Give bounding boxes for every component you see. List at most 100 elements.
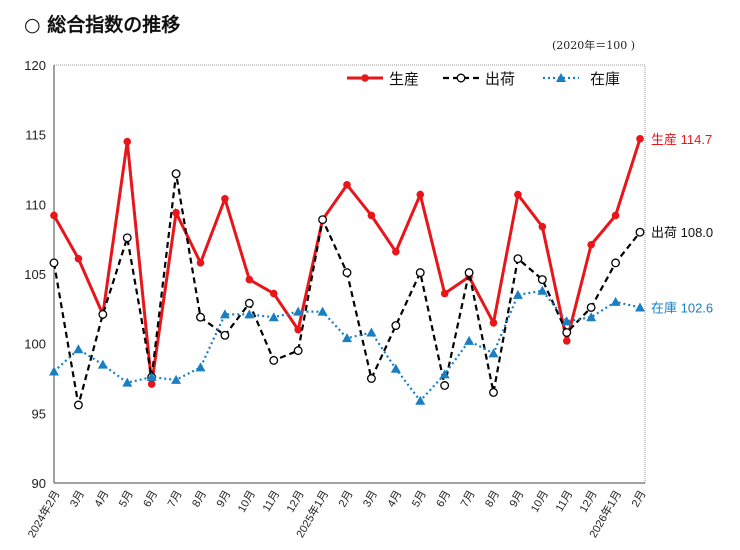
data-point — [122, 233, 132, 243]
data-point — [635, 302, 645, 312]
data-point — [123, 137, 132, 146]
legend-label: 在庫 — [590, 71, 620, 88]
data-point — [587, 240, 595, 249]
data-point — [293, 306, 304, 316]
data-point — [391, 321, 401, 331]
data-point — [439, 369, 450, 379]
data-point — [367, 211, 376, 220]
x-tick-label: 2024年2月 — [24, 488, 62, 541]
x-tick-label: 5月 — [410, 489, 429, 510]
x-tick-label: 2月 — [337, 489, 356, 510]
data-point — [318, 215, 328, 225]
legend-label: 出荷 — [485, 71, 515, 88]
data-point — [244, 309, 255, 319]
data-point — [464, 268, 474, 278]
data-point — [635, 227, 645, 237]
y-tick-label: 110 — [25, 197, 46, 212]
data-point — [611, 258, 621, 268]
data-point — [50, 211, 58, 220]
data-point — [293, 346, 303, 356]
unit-note: (2020年＝100 ) — [552, 39, 636, 52]
end-label: 生産 114.7 — [651, 132, 712, 147]
series-出荷: 出荷 — [49, 71, 645, 410]
series-line — [53, 289, 641, 403]
x-tick-label: 6月 — [434, 489, 453, 510]
data-point — [49, 366, 59, 376]
series-line — [52, 138, 642, 385]
x-tick-label: 11月 — [554, 489, 576, 514]
data-point — [636, 135, 644, 143]
end-label: 出荷 108.0 — [651, 225, 713, 240]
data-point — [512, 289, 523, 299]
legend-marker — [456, 73, 466, 83]
legend-marker — [556, 73, 566, 82]
x-tick-label: 7月 — [166, 489, 185, 510]
legend-marker — [361, 74, 369, 82]
data-point — [74, 254, 83, 263]
x-tick-label: 6月 — [141, 489, 160, 510]
data-point — [416, 190, 425, 199]
x-tick-label: 12月 — [285, 489, 307, 515]
data-point — [366, 374, 376, 383]
data-point — [146, 372, 157, 382]
page-title: ○ 総合指数の推移 — [24, 14, 181, 36]
data-point — [73, 400, 83, 410]
data-point — [196, 312, 205, 322]
x-tick-label: 4月 — [385, 489, 404, 510]
data-point — [171, 169, 181, 179]
data-point — [342, 333, 352, 343]
y-tick-label: 120 — [24, 58, 46, 73]
data-point — [610, 296, 621, 306]
data-point — [489, 387, 498, 397]
x-tick-label: 8月 — [483, 489, 502, 510]
data-point — [611, 211, 620, 220]
data-point — [269, 289, 278, 298]
data-point — [49, 258, 59, 268]
x-tick-label: 8月 — [190, 489, 209, 510]
x-tick-label: 3月 — [68, 489, 87, 510]
data-point — [537, 285, 548, 295]
data-point — [98, 309, 108, 319]
data-point — [366, 327, 377, 337]
data-point — [537, 275, 547, 285]
y-tick-label: 90 — [32, 476, 46, 491]
data-point — [538, 222, 547, 231]
data-point — [317, 306, 328, 316]
data-point — [195, 362, 206, 372]
data-point — [392, 247, 400, 256]
x-tick-label: 9月 — [215, 489, 234, 510]
data-point — [514, 190, 522, 199]
series-在庫: 在庫 — [49, 71, 645, 405]
y-tick-label: 95 — [32, 406, 46, 421]
data-point — [488, 348, 499, 358]
x-tick-label: 3月 — [361, 489, 380, 510]
data-point — [147, 380, 156, 388]
data-point — [464, 335, 475, 345]
x-tick-label: 10月 — [529, 489, 551, 515]
data-point — [97, 359, 108, 369]
data-point — [244, 298, 254, 308]
data-point — [268, 312, 279, 322]
data-point — [440, 381, 450, 390]
data-point — [220, 330, 230, 340]
data-point — [122, 377, 133, 387]
data-point — [586, 312, 597, 322]
data-point — [171, 374, 182, 384]
data-point — [415, 395, 426, 405]
y-tick-label: 105 — [24, 267, 46, 282]
data-point — [342, 268, 352, 278]
data-point — [172, 208, 180, 217]
data-point — [415, 268, 425, 278]
x-tick-label: 4月 — [92, 489, 111, 510]
data-point — [390, 363, 401, 373]
end-label: 在庫 102.6 — [651, 300, 713, 315]
data-point — [343, 181, 351, 189]
data-point — [513, 254, 523, 264]
y-tick-label: 100 — [24, 337, 46, 352]
data-point — [562, 337, 571, 345]
x-tick-label: 7月 — [459, 489, 478, 510]
x-tick-label: 5月 — [117, 489, 136, 510]
x-tick-label: 10月 — [236, 489, 258, 515]
data-point — [294, 325, 302, 334]
